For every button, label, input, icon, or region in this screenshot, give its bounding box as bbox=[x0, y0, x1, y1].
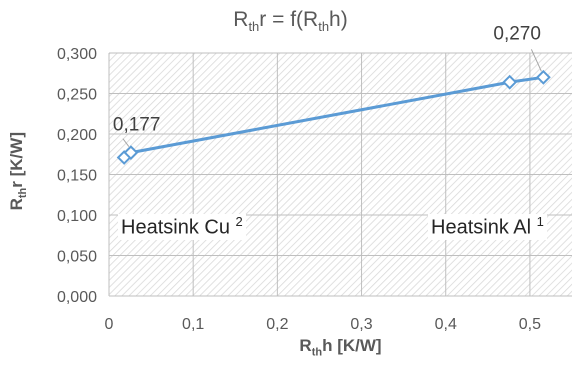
data-point bbox=[535, 69, 551, 85]
x-tick-label: 0,3 bbox=[350, 316, 372, 333]
y-tick-label: 0,150 bbox=[57, 168, 97, 185]
y-axis-label-sub: th bbox=[17, 187, 30, 199]
x-tick-label: 0 bbox=[105, 316, 114, 333]
y-tick-label: 0,100 bbox=[57, 208, 97, 225]
y-tick-label: 0,250 bbox=[57, 87, 97, 104]
x-tick-label: 0,4 bbox=[435, 316, 457, 333]
y-axis-label-main: R bbox=[6, 198, 26, 211]
title-mid: r = f(R bbox=[259, 8, 319, 31]
y-axis-label: Rthr [K/W] bbox=[7, 91, 29, 251]
series-layer bbox=[116, 69, 551, 165]
annotation-heatsink-al: Heatsink Al 1 bbox=[428, 214, 547, 240]
y-tick-label: 0,300 bbox=[57, 46, 97, 63]
title-sub-1: th bbox=[248, 19, 260, 35]
data-point bbox=[502, 74, 518, 90]
title-end: h) bbox=[329, 8, 348, 31]
title-r: R bbox=[233, 8, 249, 31]
axes: 0,000 0,050 0,100 0,150 0,200 0,250 0,300 0 0,1 0… bbox=[57, 46, 541, 333]
title-sub-2: th bbox=[318, 19, 330, 35]
data-label-leader bbox=[530, 49, 542, 72]
data-point bbox=[123, 145, 139, 161]
x-axis-label-rest: h [K/W] bbox=[322, 336, 382, 355]
annotation-heatsink-al-text: Heatsink Al bbox=[431, 216, 532, 239]
annotation-heatsink-cu: Heatsink Cu 2 bbox=[118, 214, 246, 240]
chart-title: Rthr = f(Rthh) bbox=[0, 8, 581, 34]
data-label-leader bbox=[122, 138, 130, 147]
x-axis-label-main: R bbox=[299, 336, 312, 355]
x-tick-label: 0,1 bbox=[182, 316, 204, 333]
x-axis-label: Rthh [K/W] bbox=[0, 336, 581, 358]
y-axis-label-rest: r [K/W] bbox=[6, 132, 26, 188]
annotation-heatsink-cu-sup: 2 bbox=[235, 214, 243, 229]
x-tick-label: 0,2 bbox=[266, 316, 288, 333]
data-label: 0,270 bbox=[493, 23, 541, 44]
y-tick-label: 0,200 bbox=[57, 127, 97, 144]
y-tick-label: 0,000 bbox=[57, 289, 97, 306]
annotation-heatsink-al-sup: 1 bbox=[536, 214, 544, 229]
x-axis-label-sub: th bbox=[311, 346, 323, 359]
y-tick-label: 0,050 bbox=[57, 249, 97, 266]
data-labels: 0,177 0,270 bbox=[113, 23, 542, 147]
x-tick-label: 0,5 bbox=[519, 316, 541, 333]
annotation-heatsink-cu-text: Heatsink Cu bbox=[121, 216, 230, 239]
data-label: 0,177 bbox=[113, 115, 161, 136]
